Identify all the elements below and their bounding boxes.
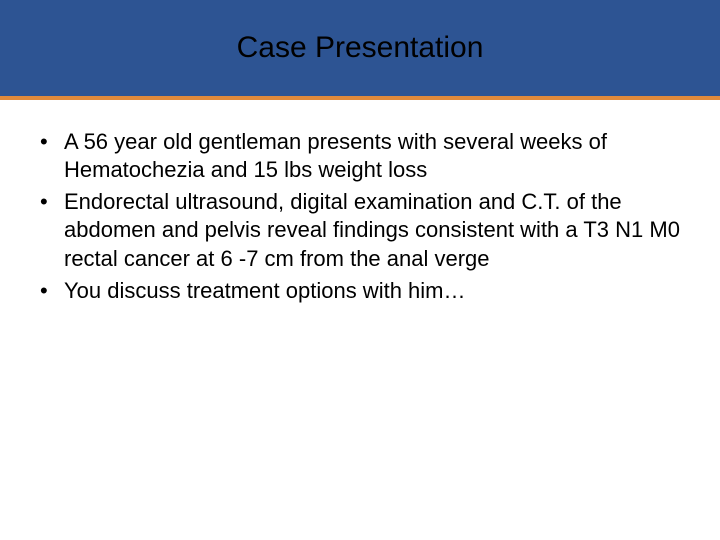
slide: Case Presentation A 56 year old gentlema… [0,0,720,540]
bullet-item: A 56 year old gentleman presents with se… [34,128,686,184]
bullet-item: You discuss treatment options with him… [34,277,686,305]
slide-body: A 56 year old gentleman presents with se… [0,100,720,305]
bullet-list: A 56 year old gentleman presents with se… [34,128,686,305]
header-rule [0,96,720,100]
header-band: Case Presentation [0,0,720,100]
slide-title: Case Presentation [237,31,484,65]
header-top: Case Presentation [0,0,720,96]
bullet-item: Endorectal ultrasound, digital examinati… [34,188,686,272]
